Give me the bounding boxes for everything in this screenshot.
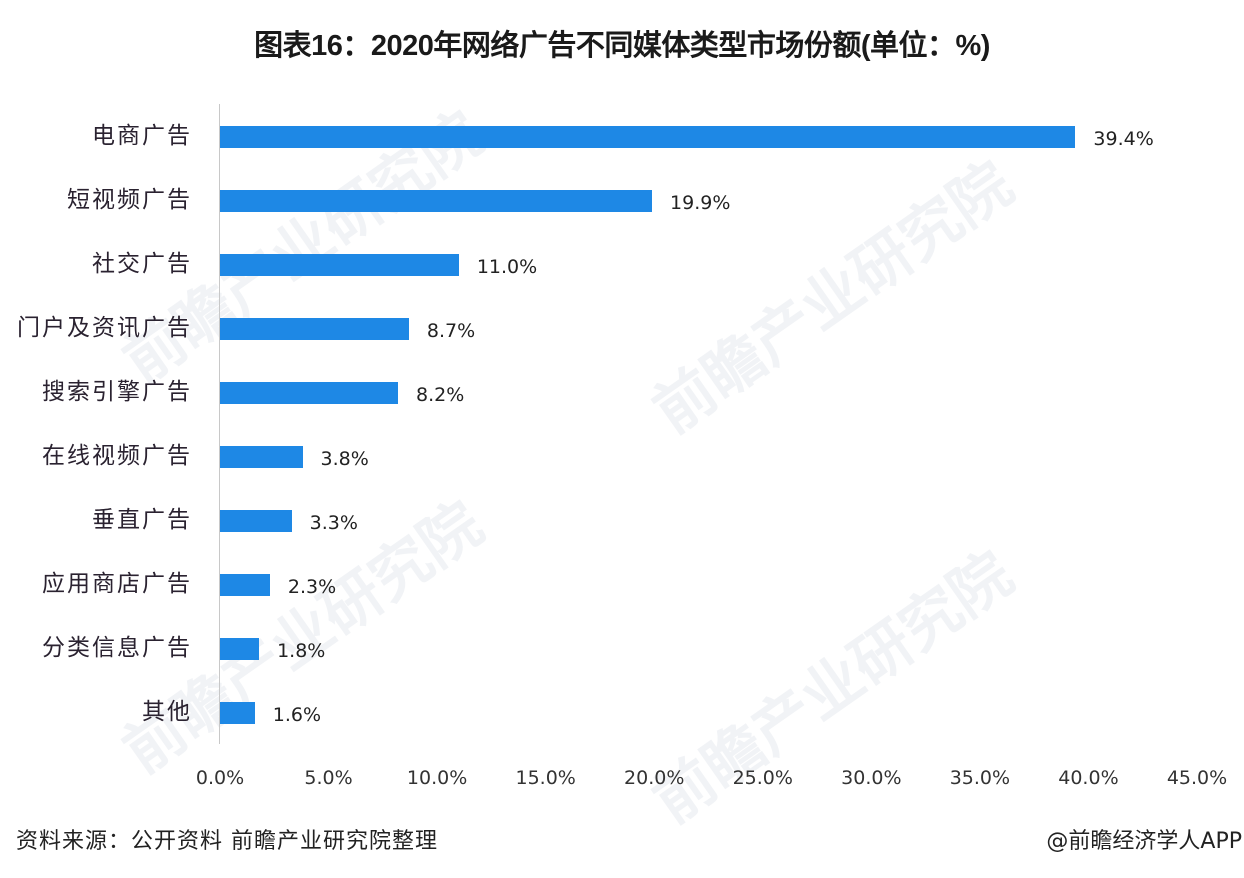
value-label: 3.8% xyxy=(320,448,369,470)
x-tick-label: 30.0% xyxy=(841,767,902,789)
bar xyxy=(220,126,1076,148)
x-tick-label: 20.0% xyxy=(624,767,685,789)
x-tick-label: 25.0% xyxy=(732,767,793,789)
bar-chart: 电商广告 39.4% 短视频广告 19.9% 社交广告 11.0% 门户及资讯广告 8.7% 搜… xyxy=(0,104,1244,754)
x-tick-label: 45.0% xyxy=(1166,767,1228,789)
category-label: 在线视频广告 xyxy=(42,443,192,469)
source-note: 资料来源：公开资料 前瞻产业研究院整理 xyxy=(16,829,438,854)
value-label: 39.4% xyxy=(1093,128,1154,150)
category-label: 垂直广告 xyxy=(92,507,192,533)
value-label: 11.0% xyxy=(476,256,538,278)
y-axis-line xyxy=(219,104,220,744)
category-label: 社交广告 xyxy=(92,251,192,277)
bar xyxy=(220,574,270,596)
category-label: 分类信息广告 xyxy=(42,635,192,661)
category-label: 短视频广告 xyxy=(67,187,192,213)
x-tick-label: 40.0% xyxy=(1058,767,1119,789)
bar xyxy=(220,254,459,276)
bar xyxy=(220,638,260,660)
credit-note: @前瞻经济学人APP xyxy=(1046,829,1242,854)
x-tick-label: 10.0% xyxy=(406,767,468,789)
value-label: 8.2% xyxy=(416,384,465,406)
category-label: 电商广告 xyxy=(92,123,192,149)
chart-title: 图表16：2020年网络广告不同媒体类型市场份额(单位：%) xyxy=(254,30,990,62)
bar xyxy=(220,190,653,212)
category-label: 应用商店广告 xyxy=(42,571,192,597)
value-label: 2.3% xyxy=(287,576,337,598)
x-tick-label: 15.0% xyxy=(515,767,576,789)
x-tick-label: 5.0% xyxy=(304,767,353,789)
category-label: 门户及资讯广告 xyxy=(17,315,192,341)
bar xyxy=(220,702,255,724)
bar xyxy=(220,446,303,468)
value-label: 19.9% xyxy=(670,192,731,214)
bar xyxy=(220,382,399,404)
x-tick-label: 0.0% xyxy=(195,767,245,789)
x-tick-label: 35.0% xyxy=(949,767,1011,789)
value-label: 1.6% xyxy=(272,704,322,726)
category-label: 搜索引擎广告 xyxy=(42,379,192,405)
value-label: 3.3% xyxy=(309,512,358,534)
value-label: 8.7% xyxy=(426,320,476,342)
bar xyxy=(220,318,409,340)
category-label: 其他 xyxy=(142,699,192,725)
bar xyxy=(220,510,292,532)
value-label: 1.8% xyxy=(277,640,326,662)
